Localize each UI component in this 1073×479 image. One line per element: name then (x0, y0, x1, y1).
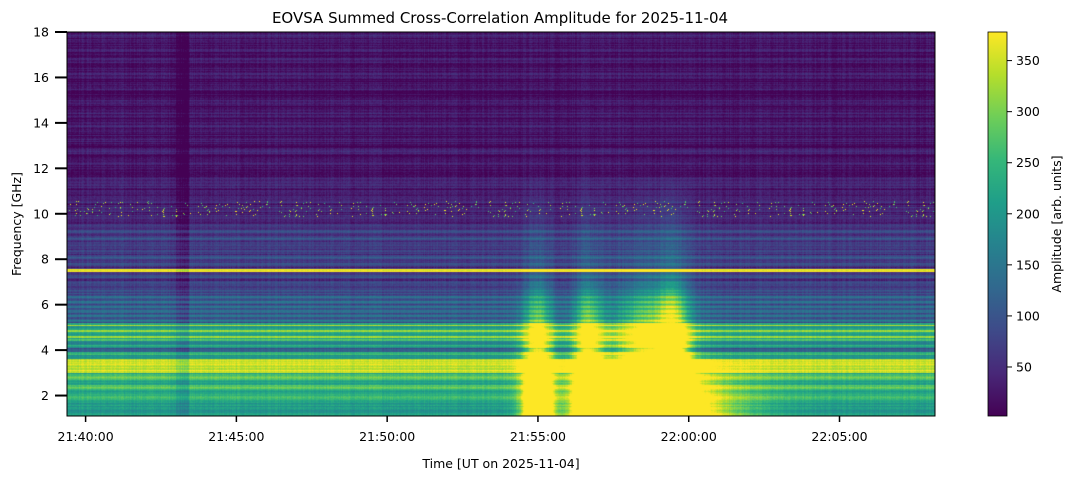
x-tick-label: 21:40:00 (58, 429, 114, 444)
x-tick-label: 21:50:00 (359, 429, 415, 444)
chart-title: EOVSA Summed Cross-Correlation Amplitude… (272, 9, 728, 27)
colorbar-tick-label: 250 (1016, 155, 1040, 170)
heatmap-image (67, 32, 935, 416)
y-tick-label: 2 (41, 388, 49, 403)
x-axis: 21:40:00 21:45:00 21:50:00 21:55:00 22:00:00… (58, 416, 868, 444)
colorbar-tick-label: 200 (1016, 206, 1040, 221)
heatmap (67, 32, 935, 416)
y-tick-label: 6 (41, 297, 49, 312)
colorbar-label: Amplitude [arb. units] (1049, 155, 1064, 292)
y-tick-label: 14 (33, 115, 49, 130)
y-tick-label: 16 (33, 70, 49, 85)
colorbar-tick-label: 300 (1016, 104, 1040, 119)
colorbar-ticks: 50 100 150 200 250 300 350 (1007, 53, 1040, 374)
y-tick-label: 4 (41, 343, 49, 358)
colorbar-tick-label: 150 (1016, 257, 1040, 272)
colorbar: 50 100 150 200 250 300 350 Amplitude [arb. uni… (987, 31, 1064, 417)
colorbar-tick-label: 100 (1016, 308, 1040, 323)
colorbar-tick-label: 350 (1016, 53, 1040, 68)
colorbar-gradient (987, 31, 1008, 417)
x-tick-label: 21:45:00 (208, 429, 264, 444)
colorbar-tick-label: 50 (1016, 359, 1032, 374)
y-tick-label: 10 (33, 206, 49, 221)
y-tick-label: 12 (33, 161, 49, 176)
plot-frame (66, 31, 936, 417)
y-tick-label: 8 (41, 252, 49, 267)
y-axis-label: Frequency [GHz] (9, 172, 24, 276)
x-axis-label: Time [UT on 2025-11-04] (421, 456, 579, 471)
y-axis: 2 4 6 8 10 12 14 16 18 (33, 25, 67, 403)
x-tick-label: 22:00:00 (661, 429, 717, 444)
y-tick-label: 18 (33, 25, 49, 40)
x-tick-label: 22:05:00 (811, 429, 867, 444)
x-tick-label: 21:55:00 (510, 429, 566, 444)
